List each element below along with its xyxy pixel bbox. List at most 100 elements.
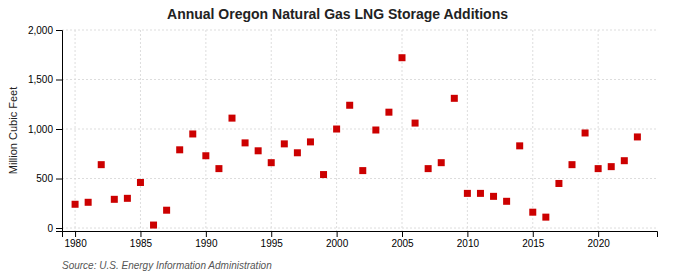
grid-line xyxy=(62,79,657,80)
tick-mark xyxy=(56,80,62,81)
tick-mark xyxy=(140,231,141,237)
point xyxy=(150,222,157,229)
tick-label: 2010 xyxy=(457,238,480,249)
point xyxy=(595,165,602,172)
point xyxy=(503,198,510,205)
tick: 2020 xyxy=(588,231,611,249)
tick-label: 2,000 xyxy=(28,25,53,36)
annotation: Source: U.S. Energy Information Administ… xyxy=(62,260,272,271)
point xyxy=(608,163,615,170)
y-axis-label: Million Cubic Feet xyxy=(7,87,19,174)
point xyxy=(242,139,249,146)
point xyxy=(569,161,576,168)
tick-label: 0 xyxy=(47,223,53,234)
point xyxy=(582,129,589,136)
tick-mark xyxy=(271,231,272,237)
tick-mark xyxy=(56,179,62,180)
tick-mark xyxy=(467,231,468,237)
axis-line xyxy=(56,31,63,232)
grid-line xyxy=(140,30,141,231)
point xyxy=(425,165,432,172)
tick: 1990 xyxy=(195,231,218,249)
y-axis: 0 500 1,000 1,500 2,000 xyxy=(28,25,63,234)
point xyxy=(124,195,131,202)
title: Annual Oregon Natural Gas LNG Storage Ad… xyxy=(167,6,508,22)
point xyxy=(320,171,327,178)
tick-label: 1995 xyxy=(261,238,284,249)
tick-label: 1990 xyxy=(195,238,218,249)
tick-mark xyxy=(56,129,62,130)
point xyxy=(477,190,484,197)
point xyxy=(85,199,92,206)
point xyxy=(516,142,523,149)
tick-mark xyxy=(56,228,62,229)
point xyxy=(438,159,445,166)
tick-mark xyxy=(533,231,534,237)
point xyxy=(464,190,471,197)
point xyxy=(333,126,340,133)
point xyxy=(72,201,79,208)
point xyxy=(542,214,549,221)
point xyxy=(555,180,562,187)
tick-mark xyxy=(598,231,599,237)
tick: 0 xyxy=(47,223,62,234)
tick-mark xyxy=(75,231,76,237)
tick: 1,000 xyxy=(28,124,62,135)
chart: 1980 1985 1990 1995 2000 2005 2010 2015 2020 0 500… xyxy=(0,0,675,275)
point xyxy=(529,209,536,216)
point xyxy=(451,95,458,102)
tick-mark xyxy=(337,231,338,237)
plot-area: 1980 1985 1990 1995 2000 2005 2010 2015 2020 0 500… xyxy=(28,25,658,249)
grid-line xyxy=(205,30,206,231)
point xyxy=(163,207,170,214)
tick-label: 1985 xyxy=(130,238,153,249)
tick: 2010 xyxy=(457,231,480,249)
point xyxy=(359,167,366,174)
tick-label: 2020 xyxy=(588,238,611,249)
point xyxy=(399,54,406,61)
points xyxy=(72,54,641,228)
point xyxy=(98,161,105,168)
point xyxy=(294,149,301,156)
tick: 2000 xyxy=(326,231,349,249)
point xyxy=(111,196,118,203)
x-axis: 1980 1985 1990 1995 2000 2005 2010 2015 2020 xyxy=(63,231,658,249)
point xyxy=(621,157,628,164)
point xyxy=(346,102,353,109)
tick-label: 500 xyxy=(36,173,53,184)
tick: 2,000 xyxy=(28,25,62,36)
tick-label: 1,000 xyxy=(28,124,53,135)
tick: 2015 xyxy=(522,231,545,249)
tick-mark xyxy=(402,231,403,237)
tick: 1,500 xyxy=(28,74,62,85)
point xyxy=(189,130,196,137)
tick-label: 2015 xyxy=(522,238,545,249)
point xyxy=(412,120,419,127)
grid-line xyxy=(467,30,468,231)
point xyxy=(385,109,392,116)
tick-label: 2000 xyxy=(326,238,349,249)
tick-label: 2005 xyxy=(391,238,414,249)
point xyxy=(255,147,262,154)
point xyxy=(229,115,236,122)
point xyxy=(215,165,222,172)
point xyxy=(281,140,288,147)
grid-line xyxy=(271,30,272,231)
grid-line xyxy=(598,30,599,231)
axis-line xyxy=(63,232,658,238)
point xyxy=(202,152,209,159)
tick-label: 1980 xyxy=(64,238,87,249)
tick: 1980 xyxy=(64,231,87,249)
point xyxy=(634,133,641,140)
point xyxy=(490,193,497,200)
tick: 1995 xyxy=(261,231,284,249)
tick: 1985 xyxy=(130,231,153,249)
point xyxy=(307,138,314,145)
point xyxy=(176,146,183,153)
grid-line xyxy=(532,30,533,231)
tick-mark xyxy=(56,30,62,31)
tick-label: 1,500 xyxy=(28,74,53,85)
grid-line xyxy=(62,30,657,31)
tick-mark xyxy=(206,231,207,237)
tick: 2005 xyxy=(391,231,414,249)
